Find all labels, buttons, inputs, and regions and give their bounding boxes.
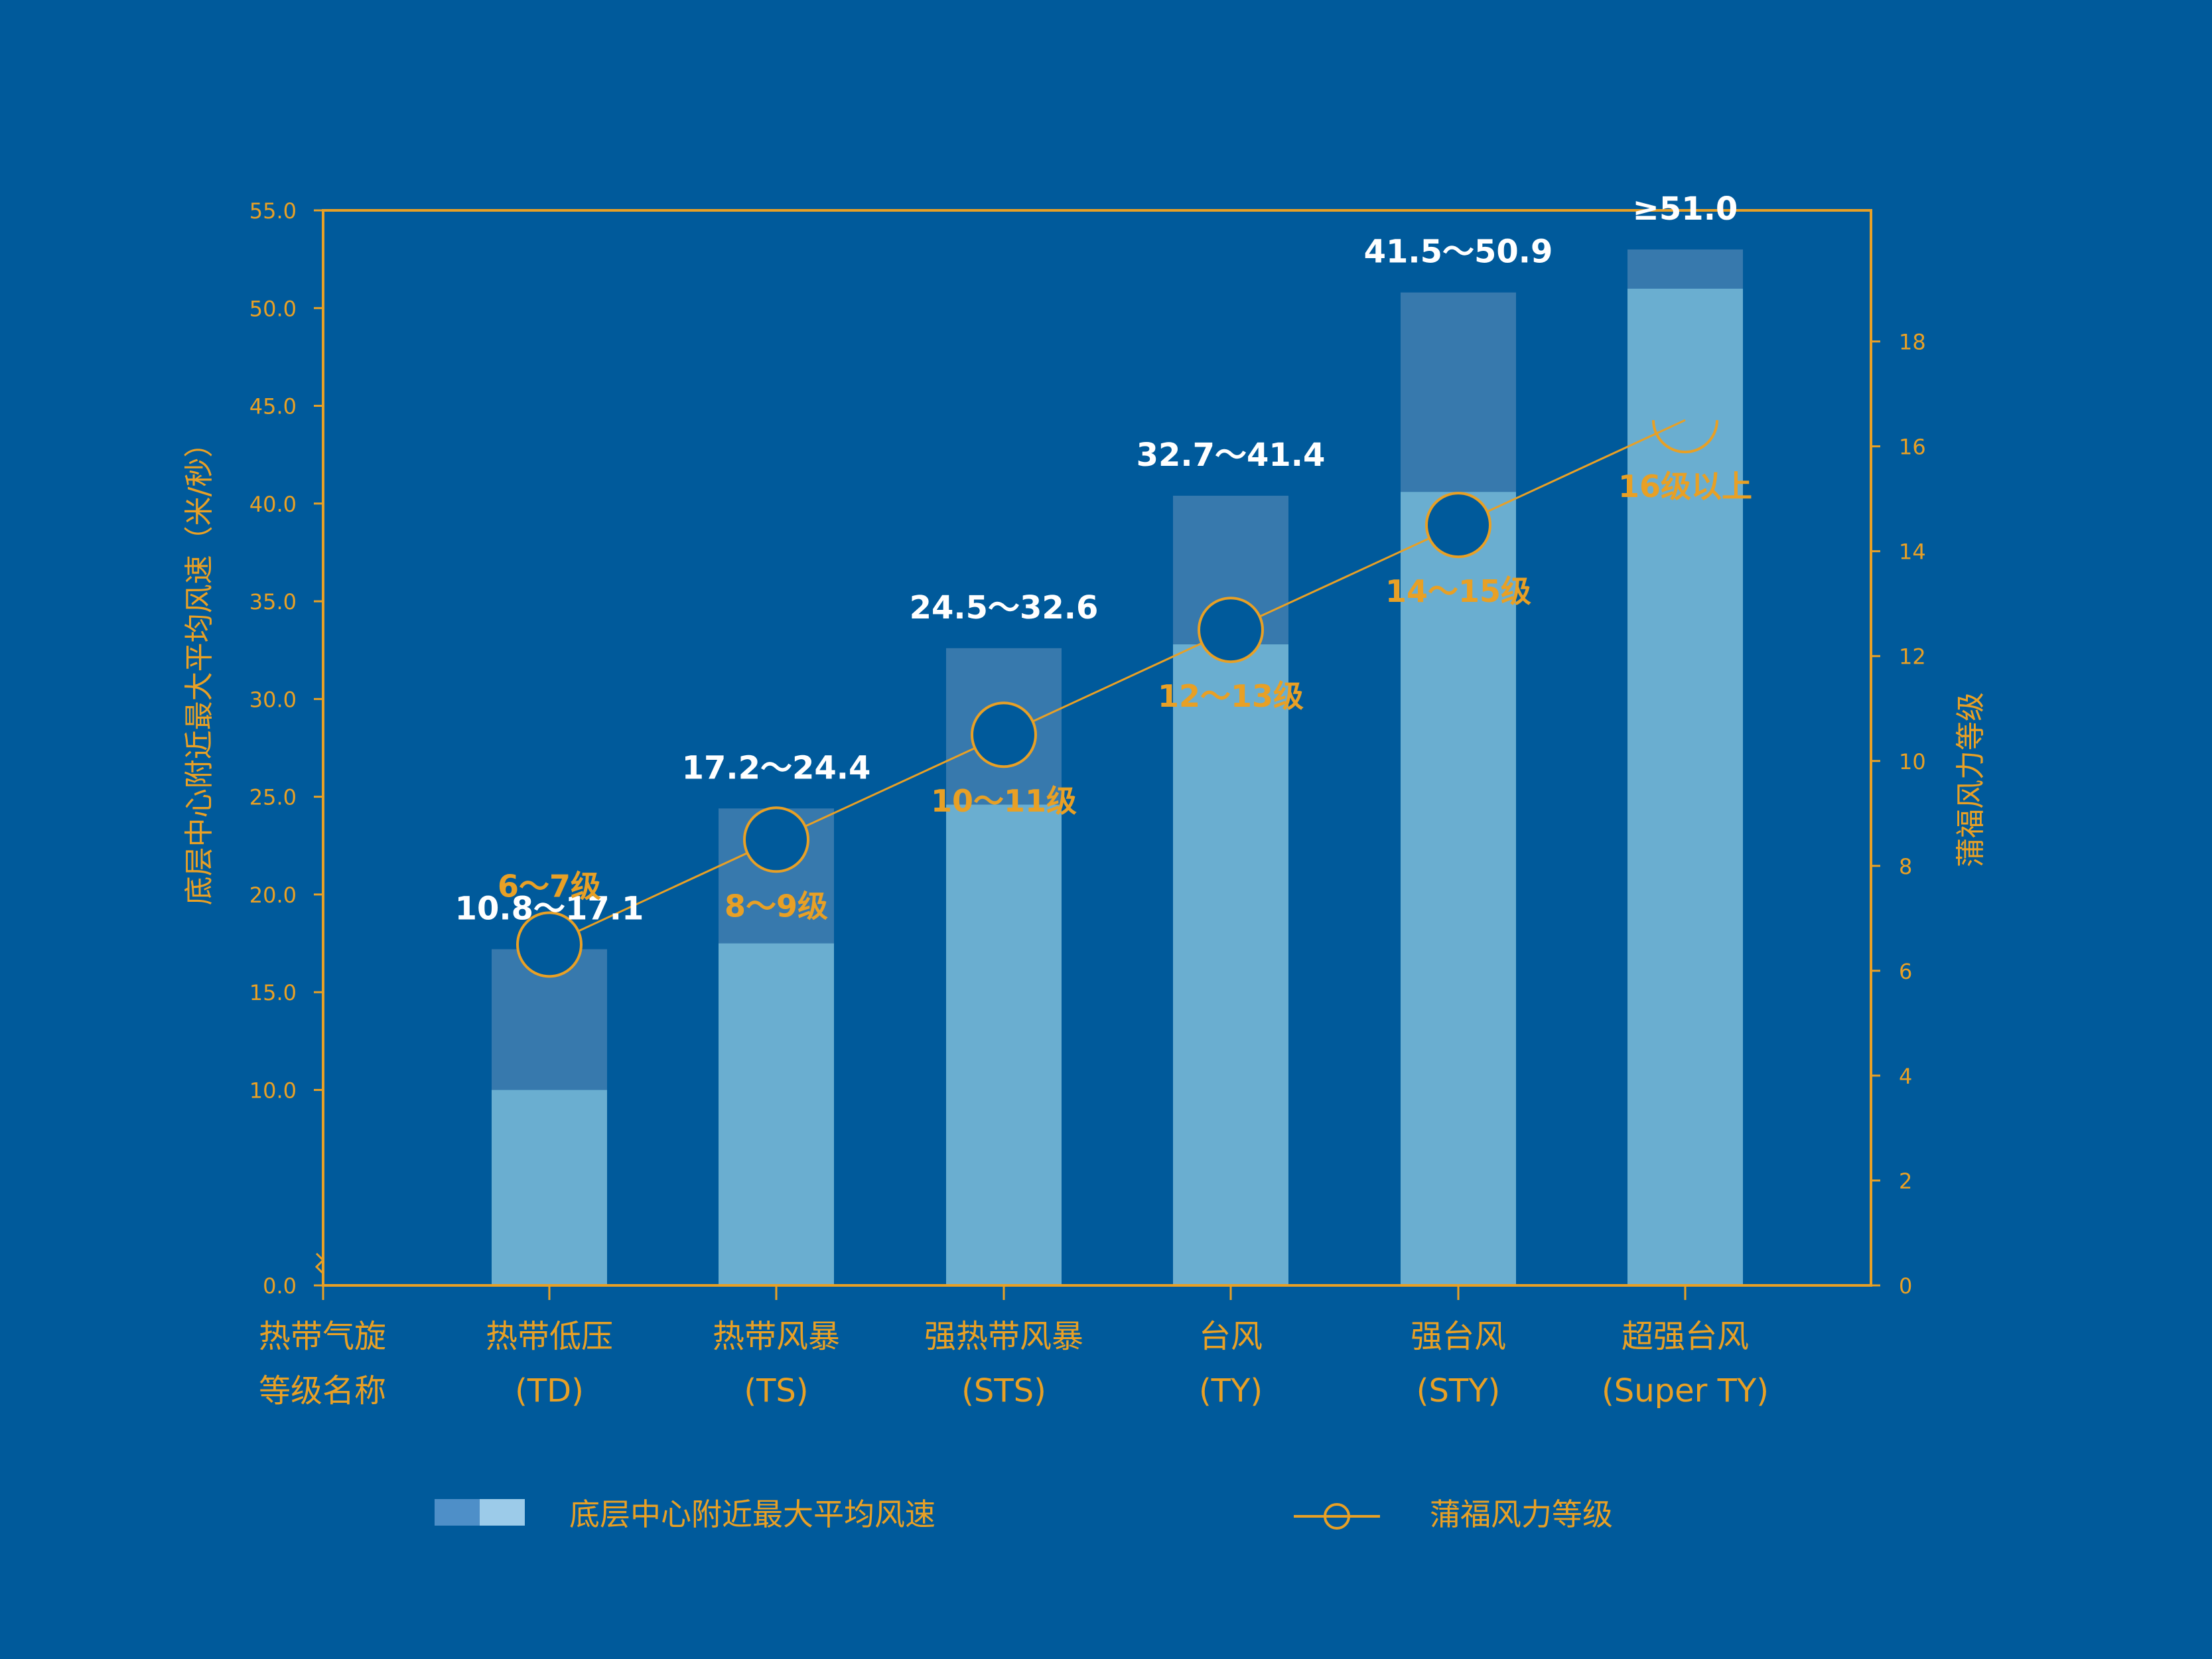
bar-base (1401, 492, 1516, 1285)
right-tick-label: 14 (1899, 540, 1926, 565)
grade-point (971, 701, 1037, 768)
bar-base (1627, 288, 1743, 1286)
plot-border (322, 209, 1872, 1287)
category-label: 热带低压 (486, 1318, 613, 1355)
category-label: 台风 (1199, 1318, 1263, 1355)
grade-label: 10～11级 (931, 783, 1077, 819)
left-tick-label: 15.0 (249, 980, 297, 1005)
grade-point (516, 911, 583, 978)
grade-point (1425, 492, 1491, 559)
grade-point (1652, 420, 1718, 454)
x-header-line2: 等级名称 (259, 1372, 386, 1409)
bar-value-label: 24.5～32.6 (910, 589, 1099, 626)
left-tick-label: 30.0 (249, 687, 297, 712)
bar-base (946, 804, 1062, 1285)
left-tick-label: 40.0 (249, 492, 297, 517)
grade-label: 8～9级 (725, 888, 828, 924)
bar-range (1627, 249, 1743, 289)
right-tick-label: 12 (1899, 644, 1926, 670)
grade-point (743, 806, 809, 873)
grade-line (549, 419, 1686, 946)
left-tick-label: 55.0 (249, 198, 297, 224)
axes-layer: 0.0 10.0 15.0 20.0 25.0 30.0 35.0 40.0 45.0 50.0 5… (249, 198, 1926, 1300)
legend-swatch-base (480, 1499, 525, 1526)
grade-label: 12～13级 (1158, 678, 1304, 714)
grade-line-layer (516, 419, 1718, 978)
right-tick-label: 18 (1899, 330, 1926, 355)
bar-value-label: 10.8～17.1 (455, 890, 644, 927)
bar-value-label: 32.7～41.4 (1137, 437, 1326, 474)
category-abbr-label: (STY) (1417, 1372, 1501, 1409)
grade-label: 14～15级 (1385, 573, 1531, 609)
legend-swatch-range (435, 1499, 480, 1526)
bar-value-label: 17.2～24.4 (682, 749, 871, 786)
right-tick-label: 6 (1899, 959, 1912, 984)
category-label: 强台风 (1411, 1318, 1506, 1355)
grade-label: 16级以上 (1618, 469, 1752, 504)
category-label: 热带风暴 (713, 1318, 840, 1355)
category-abbr-label: (Super TY) (1602, 1372, 1769, 1409)
right-tick-label: 2 (1899, 1169, 1912, 1194)
left-tick-label: 0.0 (263, 1273, 297, 1299)
x-header-line1: 热带气旋 (259, 1318, 386, 1355)
axis-break-mark (314, 1252, 325, 1275)
right-axis-title: 蒲福风力等级 (1954, 692, 1988, 867)
category-abbr-label: (STS) (961, 1372, 1046, 1409)
bar-range (1401, 292, 1516, 492)
bar-base (719, 943, 834, 1285)
category-abbr-label: (TY) (1199, 1372, 1263, 1409)
left-tick-label: 50.0 (249, 296, 297, 321)
legend: 底层中心附近最大平均风速 蒲福风力等级 (435, 1496, 1613, 1532)
category-abbr-label: (TD) (515, 1372, 584, 1409)
category-label: 超强台风 (1622, 1318, 1749, 1355)
right-tick-label: 4 (1899, 1064, 1912, 1089)
left-axis-title: 底层中心附近最大平均风速（米/秒） (182, 429, 216, 906)
bar-value-label: ≥51.0 (1633, 190, 1738, 228)
left-tick-label: 10.0 (249, 1078, 297, 1103)
bar-value-label: 41.5～50.9 (1364, 234, 1553, 271)
labels-layer: 10.8～17.1 热带低压 (TD) 17.2～24.4 热带风暴 (TS) 24.5～3… (455, 190, 1769, 1409)
left-tick-label: 25.0 (249, 785, 297, 810)
bar-base (492, 1090, 607, 1285)
legend-label-grade: 蒲福风力等级 (1430, 1496, 1613, 1532)
legend-circle-marker (1324, 1503, 1350, 1530)
grade-label: 6～7级 (498, 868, 601, 904)
legend-label-wind: 底层中心附近最大平均风速 (569, 1496, 935, 1532)
bar-base (1173, 644, 1288, 1285)
right-tick-label: 10 (1899, 749, 1926, 774)
grade-point (1198, 597, 1264, 664)
left-tick-label: 20.0 (249, 883, 297, 908)
right-tick-label: 0 (1899, 1273, 1912, 1299)
left-tick-label: 35.0 (249, 589, 297, 614)
right-tick-label: 8 (1899, 854, 1912, 879)
right-tick-label: 16 (1899, 435, 1926, 460)
category-abbr-label: (TS) (744, 1372, 808, 1409)
left-tick-label: 45.0 (249, 394, 297, 419)
category-label: 强热带风暴 (924, 1318, 1083, 1355)
plot-frame (314, 209, 1872, 1287)
